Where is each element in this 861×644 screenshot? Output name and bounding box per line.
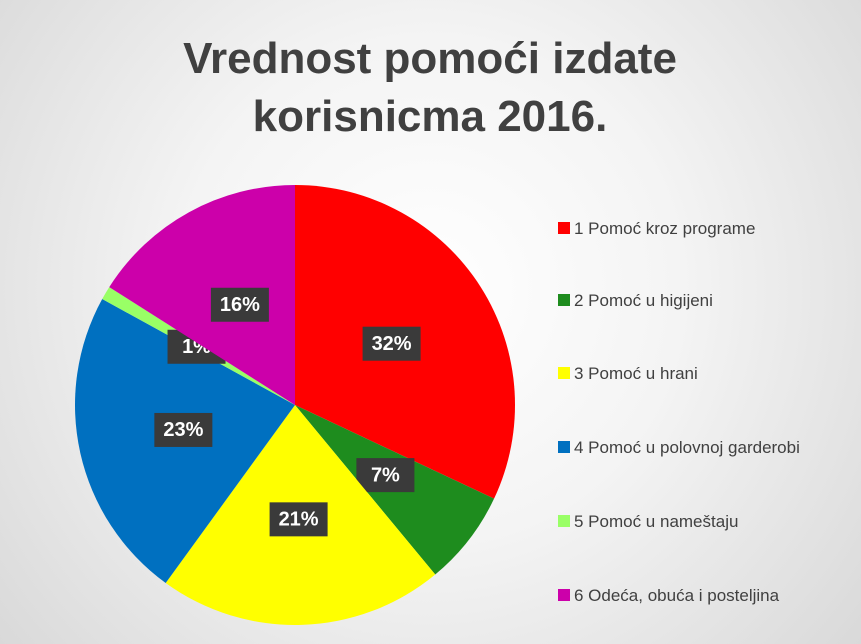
- legend-label: 4 Pomoć u polovnoj garderobi: [574, 438, 800, 457]
- data-label-box: [269, 502, 328, 537]
- legend-swatch: [558, 222, 570, 234]
- legend-item: 6 Odeća, obuća i posteljina: [558, 583, 848, 608]
- legend-swatch: [558, 367, 570, 379]
- legend-swatch: [558, 589, 570, 601]
- data-label: 32%: [372, 333, 412, 355]
- data-label: 7%: [371, 464, 400, 486]
- legend-item: 2 Pomoć u higijeni: [558, 288, 848, 313]
- legend-label: 5 Pomoć u nameštaju: [574, 512, 739, 531]
- legend-label: 1 Pomoć kroz programe: [574, 219, 756, 238]
- legend-swatch: [558, 441, 570, 453]
- legend-item: 1 Pomoć kroz programe: [558, 216, 848, 241]
- data-label-box: [210, 287, 269, 322]
- legend-item: 4 Pomoć u polovnoj garderobi: [558, 435, 848, 460]
- pie-slice: [109, 185, 295, 405]
- chart-title: Vrednost pomoći izdate korisnicma 2016.: [183, 34, 677, 141]
- data-label: 21%: [279, 509, 319, 531]
- data-label-box: [154, 412, 213, 447]
- legend-label: 3 Pomoć u hrani: [574, 364, 698, 383]
- data-label: 23%: [163, 419, 203, 441]
- legend-item: 3 Pomoć u hrani: [558, 361, 848, 386]
- legend-swatch: [558, 294, 570, 306]
- data-label-box: [362, 326, 421, 361]
- data-label: 16%: [220, 294, 260, 316]
- legend-label: 6 Odeća, obuća i posteljina: [574, 586, 780, 605]
- legend-label: 2 Pomoć u higijeni: [574, 291, 713, 310]
- data-label-box: [356, 458, 415, 493]
- legend-swatch: [558, 515, 570, 527]
- legend-item: 5 Pomoć u nameštaju: [558, 509, 848, 534]
